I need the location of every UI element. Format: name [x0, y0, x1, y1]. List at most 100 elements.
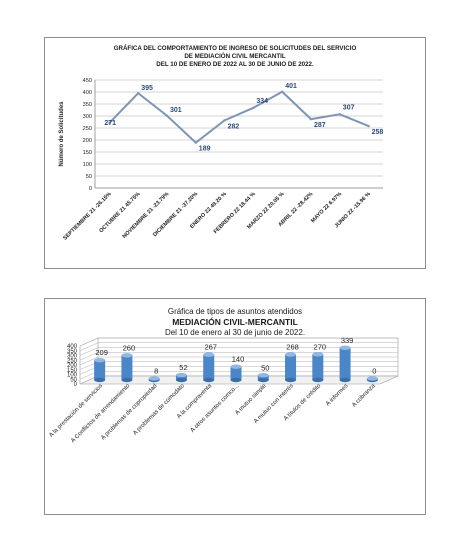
bar-top	[312, 352, 324, 357]
y-tick-label: 300	[67, 354, 78, 360]
x-tick-label: A problemas de comodato	[132, 383, 186, 437]
data-point	[252, 106, 255, 110]
data-label: 307	[343, 104, 355, 111]
line-chart: 0 50 100 150 200 250 300 350 400 450 Número de Sol…	[59, 78, 384, 242]
data-point	[309, 117, 313, 121]
y-tick-label: 250	[83, 126, 92, 132]
data-point	[165, 114, 169, 117]
x-tick-label: A la prestación de servicios	[48, 383, 104, 439]
data-label: 209	[95, 348, 108, 357]
bar	[175, 375, 187, 380]
y-tick-label: 450	[83, 78, 92, 84]
bar	[121, 355, 133, 380]
gridline-side	[79, 342, 99, 351]
bar-base	[121, 377, 133, 383]
bar-top	[121, 353, 133, 358]
data-label: 334	[256, 98, 268, 105]
y-tick-label: 300	[83, 114, 92, 120]
bar-top	[285, 352, 297, 357]
data-label: 267	[204, 343, 217, 352]
data-label: 401	[285, 83, 297, 90]
data-label: 140	[232, 355, 245, 364]
bar	[230, 366, 242, 380]
data-label: 50	[261, 363, 269, 372]
chart1-title-line-3: DEL 10 DE ENERO DE 2022 AL 30 DE JUNIO D…	[156, 61, 314, 68]
chart1-title-line-1: GRÁFICA DEL COMPORTAMIENTO DE INGRESO DE…	[113, 45, 357, 52]
y-axis-label: Número de Solicitudes	[59, 101, 65, 167]
data-label: 8	[154, 367, 158, 376]
y-tick-label: 150	[83, 150, 92, 156]
x-tick-label: A Conflictos de arrendamiento	[70, 383, 132, 445]
data-label: 270	[314, 342, 327, 351]
data-label: 189	[199, 146, 211, 153]
series-line	[108, 90, 369, 144]
gridline-side	[79, 337, 99, 347]
y-tick-label: 100	[83, 162, 92, 168]
data-label: 282	[228, 123, 240, 130]
data-label: 258	[372, 129, 384, 136]
bar	[285, 354, 297, 380]
data-label: 339	[341, 336, 354, 345]
data-point	[223, 119, 226, 122]
y-tick-label: 50	[70, 377, 77, 383]
data-label: 271	[104, 120, 116, 127]
bar-base	[339, 377, 351, 383]
gridline-side	[79, 352, 99, 361]
y-tick-label: 350	[83, 102, 92, 108]
chart2-title-line-1: Gráfica de tipos de asuntos atendidos	[167, 307, 303, 316]
y-tick-label: 350	[67, 349, 78, 355]
bar	[339, 347, 351, 380]
bar-base	[230, 377, 242, 383]
data-point	[137, 92, 140, 95]
x-tick-label: A cobranza	[351, 383, 377, 409]
data-label: 0	[372, 367, 376, 376]
bar	[257, 375, 269, 380]
data-label: 301	[170, 107, 182, 114]
bar-base	[312, 377, 324, 383]
bar	[94, 360, 106, 380]
bar-base	[285, 377, 297, 383]
y-tick-label: 400	[67, 344, 78, 350]
data-point	[108, 121, 111, 125]
y-tick-label: 150	[67, 368, 78, 374]
bar-top	[230, 364, 242, 369]
data-label: 260	[123, 343, 136, 352]
data-label: 52	[179, 363, 187, 372]
y-tick-label: 200	[67, 363, 78, 369]
data-point	[367, 124, 370, 128]
line-chart-panel: GRÁFICA DEL COMPORTAMIENTO DE INGRESO DE…	[44, 37, 426, 269]
data-point	[194, 141, 197, 144]
bar-base	[257, 377, 269, 383]
chart2-title-line-2: MEDIACIÓN CIVIL-MERCANTIL	[172, 317, 298, 327]
y-tick-label: 50	[86, 174, 92, 180]
chart2-title-line-3: Del 10 de enero al 30 de junio de 2022.	[164, 328, 306, 337]
y-tick-label: 250	[67, 358, 78, 364]
bar	[203, 354, 215, 380]
bar-top	[148, 376, 160, 381]
bar-top	[203, 352, 215, 357]
bar-top	[257, 373, 269, 378]
bar-base	[175, 377, 187, 383]
bar-base	[94, 377, 106, 383]
data-point	[338, 113, 341, 116]
bar-base	[203, 377, 215, 383]
data-label: 287	[314, 122, 326, 129]
y-tick-label: 400	[83, 90, 92, 96]
x-tick-label: A informes	[325, 383, 349, 407]
data-label: 395	[141, 85, 153, 92]
chart1-title-line-2: DE MEDIACIÓN CIVIL MERCANTIL	[184, 53, 286, 60]
bar-chart-panel: Gráfica de tipos de asuntos atendidos ME…	[44, 298, 426, 515]
gridline-side	[79, 356, 99, 366]
bar-top	[366, 376, 378, 381]
bar-top	[339, 345, 351, 350]
x-tick-label: SEPTIEMBRE 21 -26.15%	[62, 191, 113, 242]
y-tick-label: 0	[74, 382, 78, 388]
bar-top	[94, 357, 106, 363]
x-tick-label: A otros asuntos comco...	[190, 383, 241, 434]
y-tick-label: 0	[89, 186, 92, 192]
y-tick-label: 100	[67, 373, 78, 379]
data-point	[281, 90, 284, 93]
bar	[312, 354, 324, 380]
x-tick-label: A problemas de copropiedad	[100, 383, 158, 441]
